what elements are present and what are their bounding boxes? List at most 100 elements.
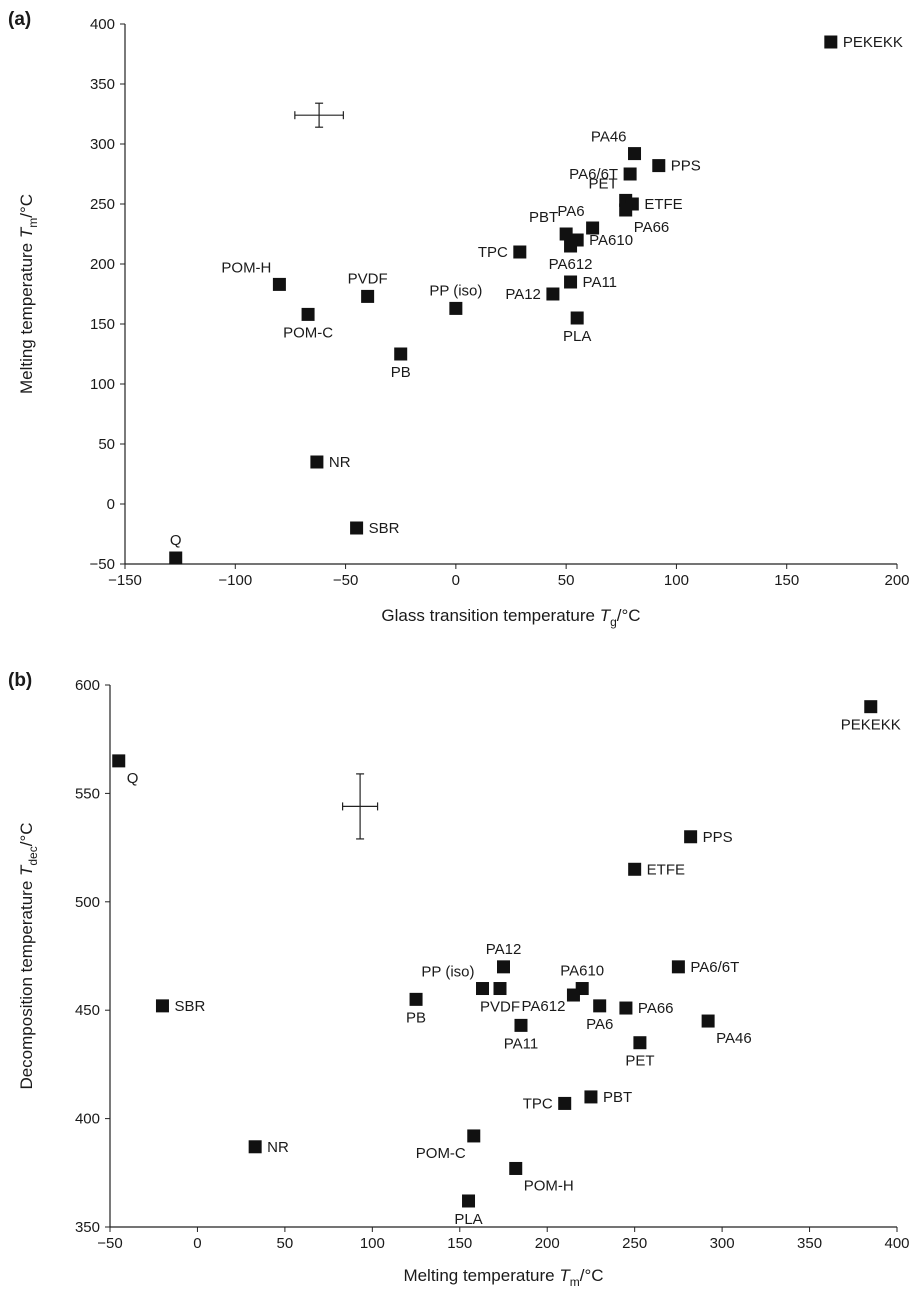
y-tick-label: 250 <box>90 196 115 213</box>
data-point-pps <box>684 830 698 844</box>
y-tick-label: 150 <box>90 316 115 333</box>
data-point-nr <box>248 1140 262 1154</box>
data-point-pa12 <box>546 287 560 301</box>
x-tick-label: 300 <box>710 1235 735 1252</box>
data-label: PA66 <box>634 219 670 236</box>
data-point-pa11 <box>514 1018 528 1032</box>
chart-panel-b: (b) 350 400 450 500 550 600 −50 0 50 100 150 200 250 3… <box>0 648 914 1296</box>
error-bar-cross <box>294 102 344 128</box>
data-label: PA12 <box>486 941 522 958</box>
data-label: SBR <box>369 520 400 537</box>
panel-label: (a) <box>8 9 31 30</box>
data-point-pet <box>633 1036 647 1050</box>
y-tick-label: 350 <box>90 76 115 93</box>
data-label: PLA <box>454 1211 482 1228</box>
data-label: PEKEKK <box>843 34 903 51</box>
data-label: PA6 <box>557 203 584 220</box>
data-point-sbr <box>350 521 364 535</box>
x-tick-label: −100 <box>218 572 252 589</box>
data-label: PET <box>589 175 618 192</box>
data-label: PB <box>406 1009 426 1026</box>
x-tick-label: 350 <box>797 1235 822 1252</box>
data-point-pb <box>409 992 423 1006</box>
y-tick-label: 500 <box>75 894 100 911</box>
data-label: NR <box>267 1139 289 1156</box>
data-point-pa612 <box>564 239 578 253</box>
data-label: PLA <box>563 328 591 345</box>
y-tick-label: −50 <box>90 556 115 573</box>
data-label: PA612 <box>549 256 593 273</box>
data-label: PA610 <box>589 232 633 249</box>
data-label: PA6/6T <box>690 959 739 976</box>
y-tick-label: 350 <box>75 1219 100 1236</box>
scatter-chart-b: (b) 350 400 450 500 550 600 −50 0 50 100 150 200 250 3… <box>8 670 910 1289</box>
y-tick-label: 100 <box>90 376 115 393</box>
data-point-pa66 <box>619 203 633 217</box>
data-point-pekekk <box>864 700 878 714</box>
data-label: PB <box>391 364 411 381</box>
data-label: PP (iso) <box>429 282 482 299</box>
data-label: SBR <box>174 998 205 1015</box>
y-tick-label: 200 <box>90 256 115 273</box>
x-tick-label: −50 <box>333 572 358 589</box>
x-tick-label: 150 <box>447 1235 472 1252</box>
data-label: TPC <box>523 1095 553 1112</box>
data-point-pa46 <box>628 147 642 161</box>
error-bar-cross <box>342 773 379 840</box>
data-label: NR <box>329 454 351 471</box>
data-point-pa46 <box>701 1014 715 1028</box>
data-label: ETFE <box>644 196 682 213</box>
data-label: PA66 <box>638 1000 674 1017</box>
panel-label: (b) <box>8 670 32 691</box>
x-tick-label: 0 <box>452 572 460 589</box>
data-point-pvdf <box>493 982 507 996</box>
data-label: PVDF <box>480 999 520 1016</box>
y-tick-label: 50 <box>98 436 115 453</box>
data-label: POM-C <box>416 1145 466 1162</box>
data-point-pp-iso- <box>449 301 463 315</box>
data-label: PBT <box>529 209 558 226</box>
data-point-pbt <box>559 227 573 241</box>
x-tick-label: 400 <box>884 1235 909 1252</box>
data-point-pom-c <box>301 307 315 321</box>
data-point-pla <box>462 1194 476 1208</box>
data-point-pa6-6t <box>671 960 685 974</box>
x-tick-label: 50 <box>558 572 575 589</box>
chart-panel-a: (a) −50 0 50 100 150 200 250 300 350 400 −150 −100 −5… <box>0 0 914 640</box>
data-point-sbr <box>155 999 169 1013</box>
x-tick-label: 100 <box>360 1235 385 1252</box>
scatter-chart-a: (a) −50 0 50 100 150 200 250 300 350 400 −150 −100 −5… <box>8 9 910 629</box>
data-point-pa6 <box>593 999 607 1013</box>
x-tick-label: 250 <box>622 1235 647 1252</box>
data-label: PA612 <box>522 998 566 1015</box>
x-tick-label: −150 <box>108 572 142 589</box>
data-label: PA6/6T <box>569 166 618 183</box>
data-label: POM-C <box>283 324 333 341</box>
data-point-pps <box>652 159 666 173</box>
data-label: PA46 <box>716 1030 752 1047</box>
data-point-tpc <box>513 245 527 259</box>
x-tick-label: 100 <box>664 572 689 589</box>
data-label: TPC <box>478 244 508 261</box>
data-point-pom-c <box>467 1129 481 1143</box>
data-point-pvdf <box>361 289 375 303</box>
data-point-pekekk <box>824 35 838 49</box>
data-point-pb <box>394 347 408 361</box>
data-point-etfe <box>628 862 642 876</box>
data-label: PA12 <box>505 286 541 303</box>
data-label: PPS <box>703 829 733 846</box>
data-label: PET <box>625 1053 654 1070</box>
data-label: PA11 <box>583 274 617 291</box>
data-label: PA6 <box>586 1016 613 1033</box>
data-label: PBT <box>603 1089 632 1106</box>
data-label: PA46 <box>591 129 627 146</box>
data-point-pp-iso- <box>476 982 490 996</box>
y-tick-label: 0 <box>107 496 115 513</box>
y-tick-label: 400 <box>75 1111 100 1128</box>
data-label: POM-H <box>221 259 271 276</box>
data-point-pom-h <box>272 277 286 291</box>
data-label: PA11 <box>504 1035 538 1052</box>
y-axis-label: Melting temperature Tm/°C <box>17 194 40 394</box>
y-tick-label: 450 <box>75 1002 100 1019</box>
data-label: ETFE <box>647 861 685 878</box>
